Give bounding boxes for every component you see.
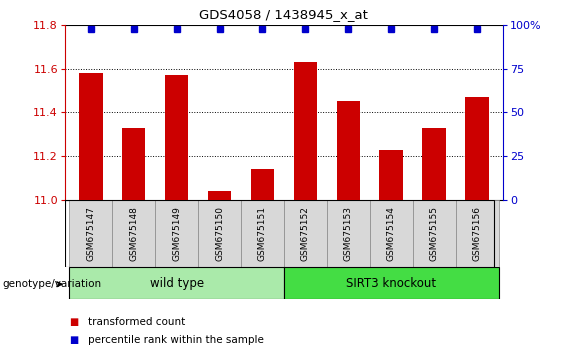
Bar [337, 102, 360, 200]
Text: GSM675155: GSM675155 [429, 206, 438, 261]
Bar [165, 75, 188, 200]
Title: GDS4058 / 1438945_x_at: GDS4058 / 1438945_x_at [199, 8, 368, 21]
Text: genotype/variation: genotype/variation [3, 279, 102, 289]
Bar [370, 200, 412, 267]
Text: GSM675151: GSM675151 [258, 206, 267, 261]
Text: GSM675147: GSM675147 [86, 206, 95, 261]
Bar [79, 73, 102, 200]
Text: GSM675150: GSM675150 [215, 206, 224, 261]
Bar [208, 191, 231, 200]
Text: wild type: wild type [150, 277, 203, 290]
Text: percentile rank within the sample: percentile rank within the sample [88, 335, 263, 345]
Bar [251, 169, 274, 200]
Text: GSM675153: GSM675153 [344, 206, 353, 261]
Bar [284, 267, 498, 299]
Bar [294, 62, 317, 200]
Bar [327, 200, 370, 267]
Bar [69, 267, 284, 299]
Bar [122, 128, 145, 200]
Text: GSM675152: GSM675152 [301, 206, 310, 261]
Text: ■: ■ [69, 335, 78, 345]
Text: GSM675149: GSM675149 [172, 206, 181, 261]
Bar [455, 200, 498, 267]
Bar [380, 150, 403, 200]
Bar [155, 200, 198, 267]
Bar [284, 200, 327, 267]
Bar [69, 200, 112, 267]
Text: ■: ■ [69, 317, 78, 327]
Text: GSM675154: GSM675154 [386, 206, 396, 261]
Text: SIRT3 knockout: SIRT3 knockout [346, 277, 436, 290]
Text: GSM675148: GSM675148 [129, 206, 138, 261]
Bar [412, 200, 455, 267]
Bar [198, 200, 241, 267]
Bar [241, 200, 284, 267]
Text: transformed count: transformed count [88, 317, 185, 327]
Text: GSM675156: GSM675156 [472, 206, 481, 261]
Bar [423, 128, 446, 200]
Bar [466, 97, 489, 200]
Bar [112, 200, 155, 267]
